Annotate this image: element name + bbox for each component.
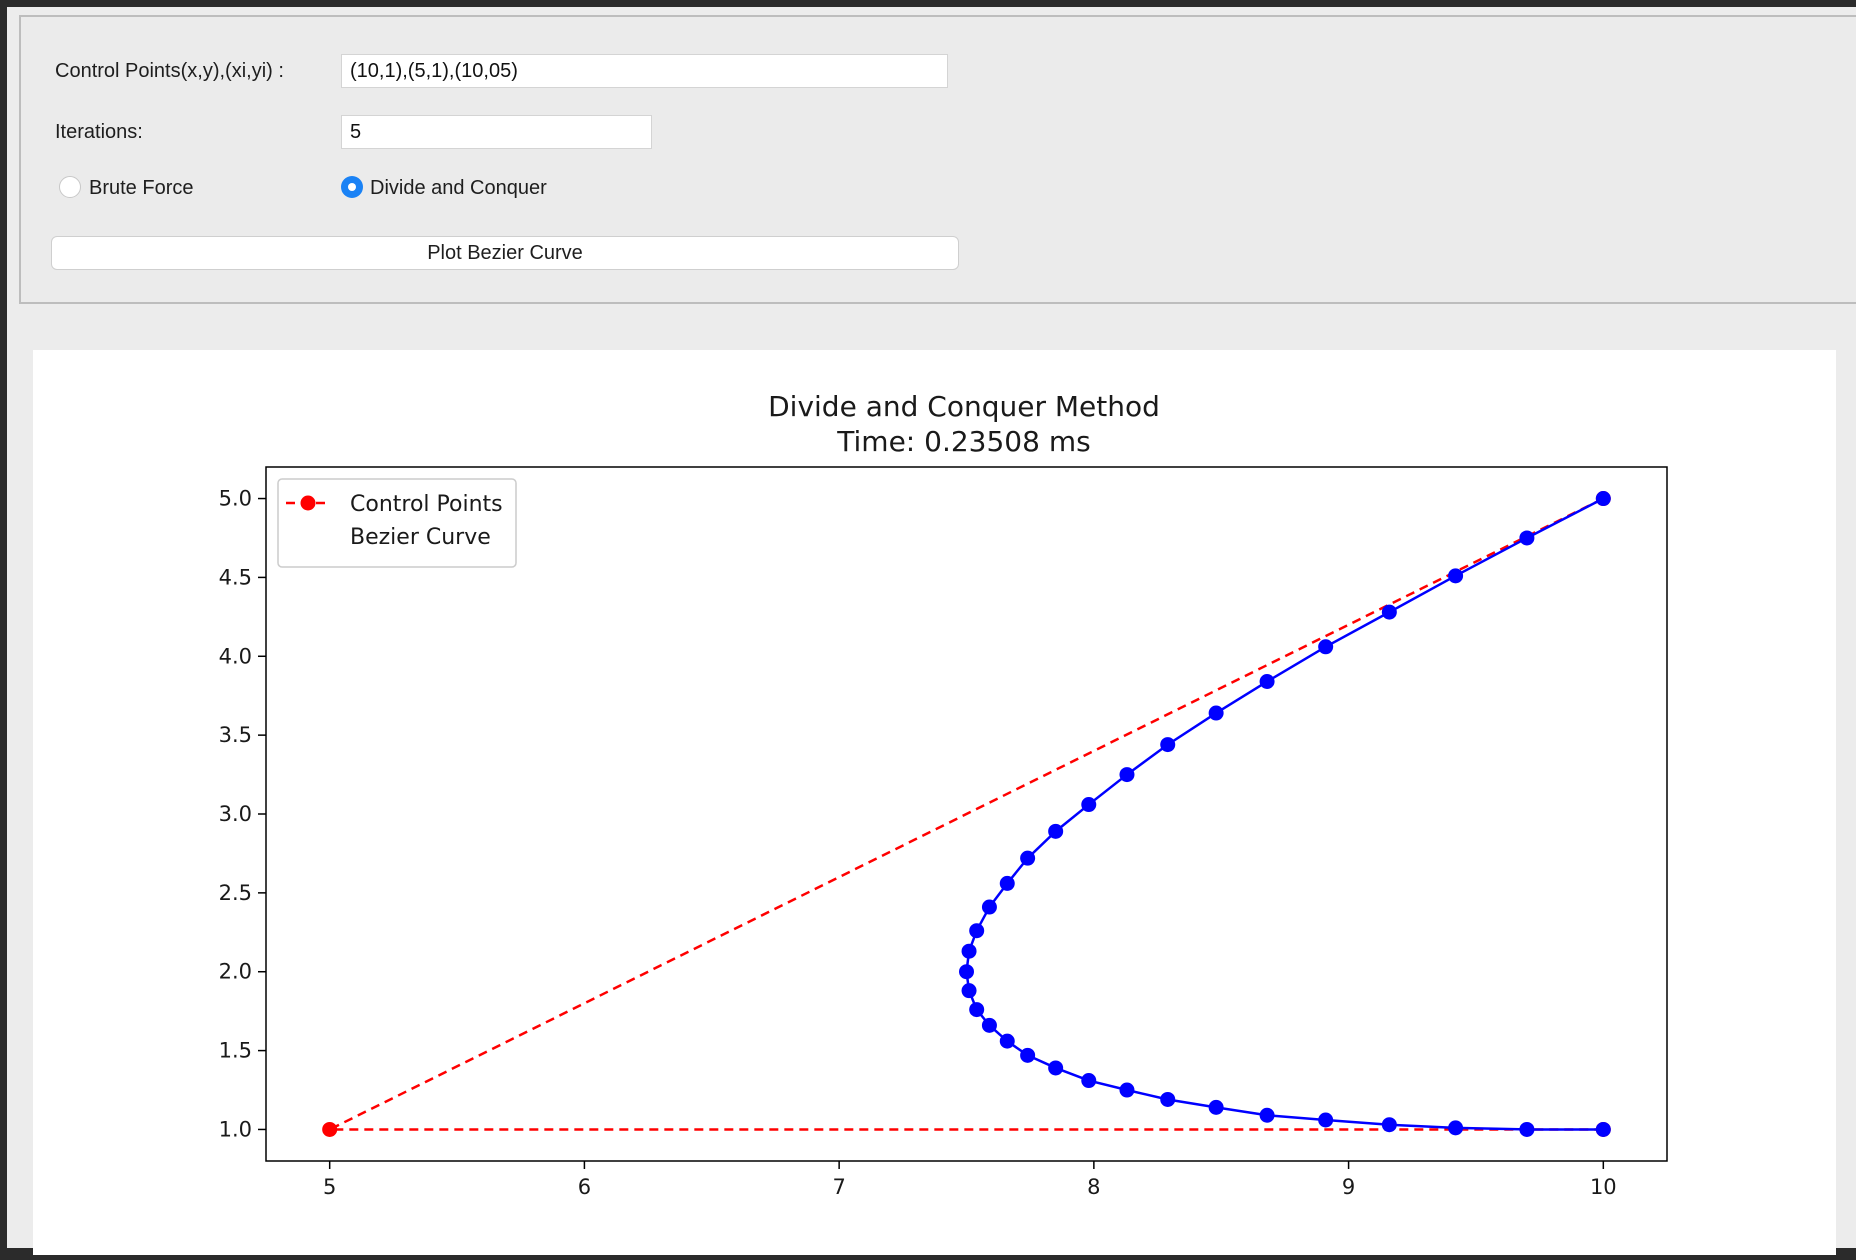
y-tick-label: 2.5	[219, 881, 252, 905]
bezier-point-marker	[1448, 1120, 1464, 1136]
x-tick-label: 10	[1590, 1175, 1617, 1199]
bezier-point-marker	[1119, 1082, 1135, 1098]
control-points-label: Control Points(x,y),(xi,yi) :	[55, 60, 284, 82]
bezier-point-marker	[1081, 797, 1097, 813]
legend-box	[277, 478, 517, 568]
bezier-point-marker	[1318, 1112, 1334, 1128]
y-tick-label: 4.0	[219, 644, 252, 668]
control-points-input[interactable]	[341, 54, 948, 88]
bezier-point-marker	[1595, 1121, 1611, 1137]
bezier-point-marker	[999, 1033, 1015, 1049]
bezier-point-marker	[1048, 1060, 1064, 1076]
iterations-label: Iterations:	[55, 121, 143, 143]
x-tick-label: 8	[1087, 1175, 1100, 1199]
y-tick-label: 2.0	[219, 960, 252, 984]
y-tick-label: 1.0	[219, 1117, 252, 1141]
legend: Control Points Bezier Curve	[277, 478, 517, 568]
bezier-point-marker	[1318, 639, 1334, 655]
bezier-point-marker	[969, 923, 985, 939]
app-window: Control Points(x,y),(xi,yi) : Iterations…	[7, 7, 1856, 1255]
y-tick-label: 4.5	[219, 565, 252, 589]
bezier-point-marker	[1160, 737, 1176, 753]
bezier-point-marker	[1081, 1073, 1097, 1089]
chart-subtitle: Time: 0.23508 ms	[836, 425, 1090, 458]
x-tick-label: 9	[1342, 1175, 1355, 1199]
bezier-point-marker	[999, 875, 1015, 891]
chart-figure: Divide and Conquer Method Time: 0.23508 …	[33, 350, 1836, 1255]
y-tick-label: 5.0	[219, 487, 252, 511]
chart-svg: Divide and Conquer Method Time: 0.23508 …	[219, 390, 1668, 1199]
bezier-point-marker	[1160, 1091, 1176, 1107]
control-point-marker	[322, 1121, 338, 1137]
divide-conquer-radio[interactable]	[341, 176, 363, 198]
divide-conquer-label[interactable]: Divide and Conquer	[370, 177, 547, 199]
bezier-point-marker	[1259, 1107, 1275, 1123]
bezier-point-marker	[961, 943, 977, 959]
control-points-line	[329, 497, 1604, 1131]
x-tick-label: 5	[323, 1175, 336, 1199]
plot-bezier-button[interactable]: Plot Bezier Curve	[51, 236, 959, 270]
x-tick-label: 6	[578, 1175, 591, 1199]
chart-title: Divide and Conquer Method	[768, 390, 1160, 423]
brute-force-radio[interactable]	[59, 176, 81, 198]
bezier-point-marker	[1208, 1099, 1224, 1115]
plot-area: 5 6 7 8 9 10 1.0 1.5 2.0 2.5 3.0 3.5 4.0 4.5 5.0 Contro…	[219, 466, 1668, 1199]
bezier-curve-line	[965, 497, 1604, 1131]
bezier-point-marker	[959, 964, 974, 980]
y-tick-label: 3.5	[219, 723, 252, 747]
bezier-point-marker	[1381, 604, 1397, 620]
legend-control-points-marker	[300, 495, 316, 511]
bezier-point-marker	[969, 1002, 985, 1018]
bezier-point-marker	[1519, 1121, 1535, 1137]
bezier-point-marker	[1020, 1047, 1036, 1063]
x-tick-label: 7	[832, 1175, 845, 1199]
bezier-point-marker	[1595, 491, 1611, 507]
legend-label: Control Points	[350, 492, 503, 517]
bezier-point-marker	[1208, 705, 1224, 721]
bezier-point-marker	[1259, 674, 1275, 690]
bezier-point-marker	[981, 1017, 997, 1033]
y-tick-label: 3.0	[219, 802, 252, 826]
iterations-input[interactable]	[341, 115, 652, 149]
y-tick-label: 1.5	[219, 1039, 252, 1063]
bezier-point-marker	[1119, 767, 1135, 783]
bezier-point-marker	[1048, 823, 1064, 839]
bezier-point-marker	[1448, 568, 1464, 584]
controls-panel: Control Points(x,y),(xi,yi) : Iterations…	[19, 15, 1856, 304]
bezier-point-marker	[1020, 850, 1036, 866]
brute-force-label[interactable]: Brute Force	[89, 177, 194, 199]
bezier-point-marker	[961, 983, 977, 999]
bezier-point-marker	[981, 899, 997, 915]
bezier-point-marker	[1381, 1117, 1397, 1133]
bezier-point-marker	[1519, 530, 1535, 546]
legend-label: Bezier Curve	[350, 525, 491, 550]
